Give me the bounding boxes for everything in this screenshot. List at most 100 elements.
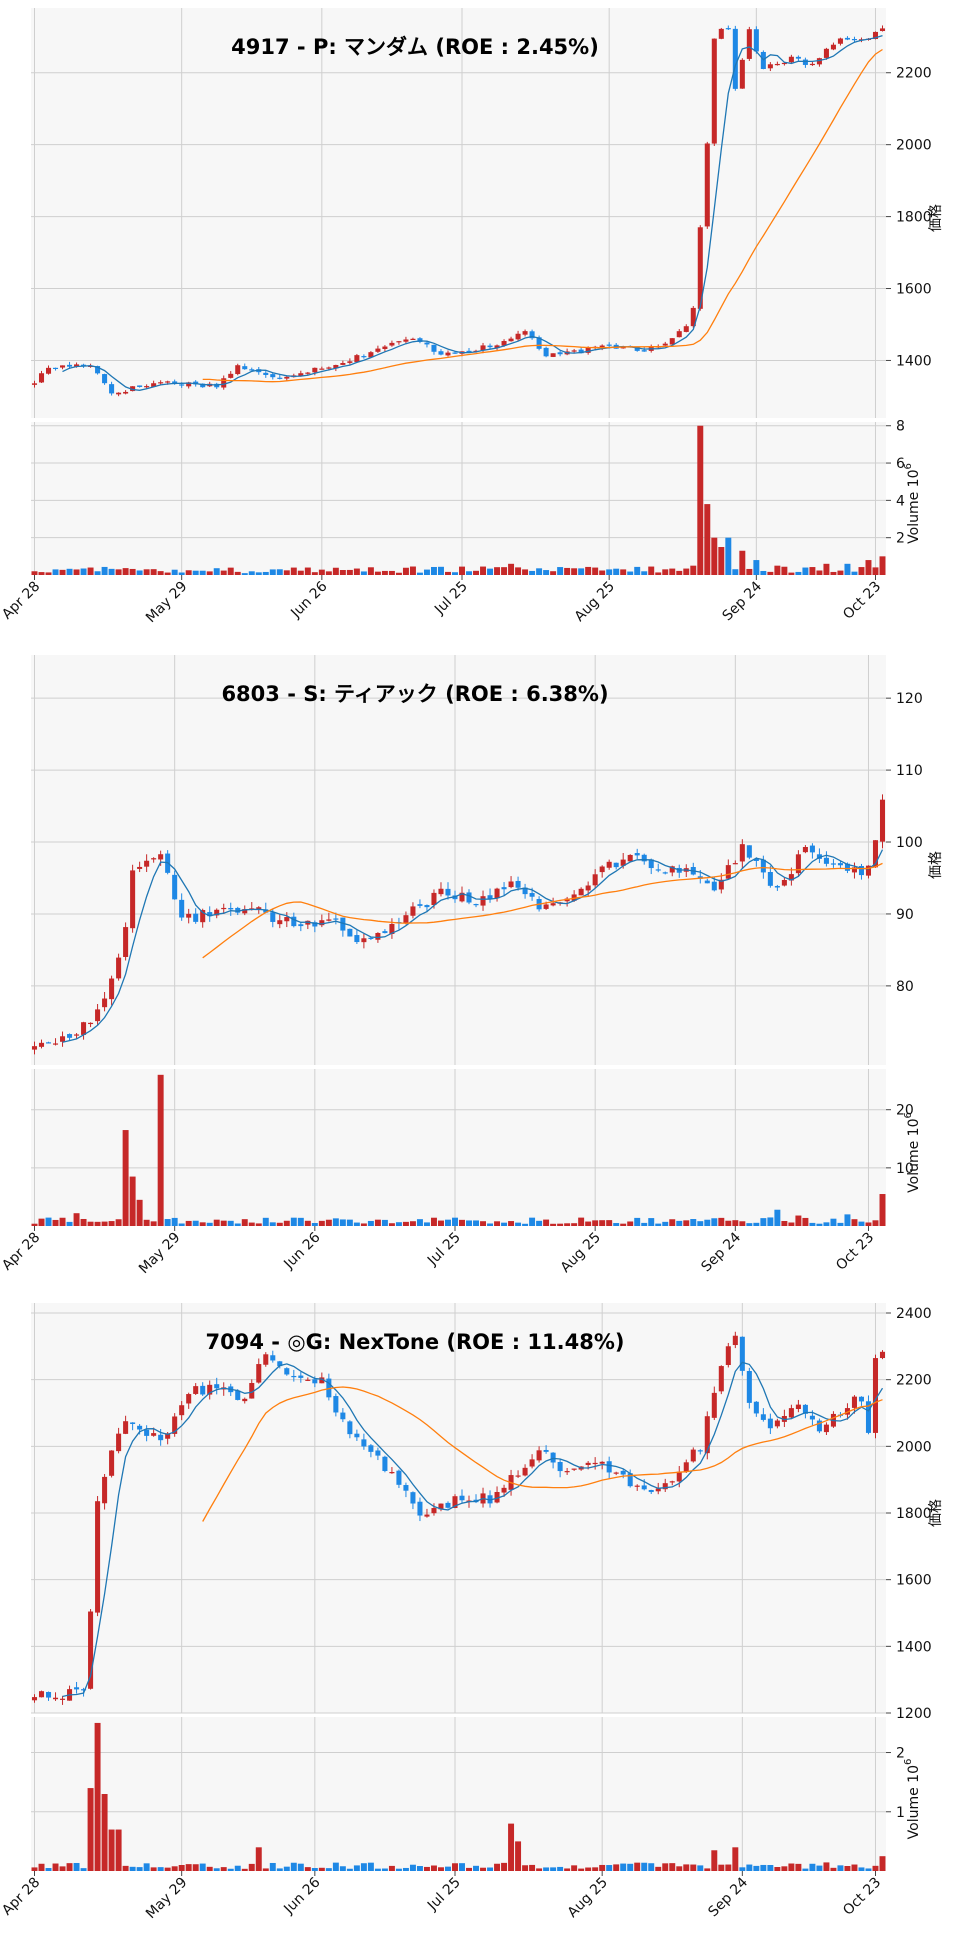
x-tick-label: Apr 28 [0,579,43,623]
volume-bar [648,566,655,575]
x-tick-label: Apr 28 [0,1875,43,1919]
candle-body [45,1042,52,1044]
price-axis-label: 価格 [928,1499,944,1527]
volume-bar [381,1868,388,1871]
volume-bar [332,567,339,575]
volume-bar [809,1222,816,1226]
volume-bar [283,1220,290,1226]
volume-bar [655,1223,662,1226]
candle-body [137,385,143,387]
volume-bar [613,568,620,575]
candle-body [193,913,199,922]
candle-body [312,922,318,927]
candle-body [109,978,115,1000]
candle-body [438,888,444,895]
candle-body [655,1488,661,1492]
volume-bar [445,571,451,575]
candle-body [606,1461,612,1473]
price-tick-label: 1800 [896,1506,932,1522]
volume-bar [508,1823,515,1871]
candle-body [67,1034,73,1038]
volume-tick-label: 20 [896,1103,914,1119]
volume-bar [227,1220,234,1226]
candle-body [739,844,745,862]
volume-bar [220,570,227,575]
volume-bar [564,567,571,575]
candle-body [158,854,164,860]
candle-body [830,863,836,865]
volume-bar [185,570,192,575]
volume-bar [38,1218,45,1226]
volume-bar [262,571,269,575]
volume-bar [367,567,374,575]
volume-bar [592,1220,599,1226]
candle-body [802,59,808,65]
candle-body [298,1375,304,1378]
volume-bar [788,1222,795,1226]
candle-body [431,892,437,905]
candle-body [431,344,437,352]
volume-bar [872,567,879,575]
volume-bar [423,569,430,575]
x-tick-label: May 29 [143,579,191,627]
price-plot-area [31,1303,886,1713]
volume-bar [529,570,536,575]
candle-body [718,879,724,890]
candle-body [130,1422,136,1424]
x-tick-label: Oct 23 [833,1230,877,1274]
volume-bar [669,568,676,575]
volume-bar [353,568,360,575]
candle-body [277,1361,283,1367]
candle-body [711,38,717,144]
volume-bar [367,1862,374,1871]
volume-bar [73,1862,80,1871]
volume-tick-label: 8 [896,419,905,435]
volume-bar [283,1866,290,1871]
candle-body [284,1368,290,1375]
volume-bar [704,1868,711,1871]
candle-body [144,1429,150,1436]
volume-bar [185,1864,192,1871]
volume-bar [557,1223,564,1226]
volume-bar [80,1218,87,1226]
volume-bar [823,1862,830,1871]
candle-body [795,1404,801,1410]
volume-bar [339,1866,346,1871]
volume-bar [262,1217,269,1226]
volume-series [31,1722,886,1871]
candle-body [634,1485,640,1487]
volume-bar [669,1219,676,1226]
volume-bar [641,1222,648,1226]
candle-body [242,909,248,914]
volume-bar [395,572,402,575]
candle-body [830,44,836,50]
volume-bar [227,1868,234,1871]
volume-bar [108,1829,115,1871]
candle-body [767,872,773,886]
candle-body [137,1425,143,1430]
volume-bar [739,550,746,575]
volume-bar [746,568,753,575]
candle-body [60,365,66,368]
candle-body [53,1697,59,1700]
volume-bar [613,1864,620,1871]
volume-bar [732,1847,739,1871]
volume-bar [388,1865,395,1871]
candle-body [802,1404,808,1414]
candle-body [200,383,206,388]
volume-bar [760,1864,767,1871]
candle-body [242,366,248,370]
candle-body [536,337,542,349]
candle-body [438,1503,444,1510]
volume-bar [865,560,872,575]
volume-bar [809,1863,816,1871]
volume-bar [452,572,458,575]
volume-bar [234,571,241,575]
candle-body [641,1485,647,1490]
candle-body [249,1383,255,1399]
candle-body [690,307,696,327]
candle-body [396,1470,402,1485]
candle-body [403,915,409,924]
candle-body [788,874,794,881]
x-tick-label: May 29 [136,1230,184,1278]
